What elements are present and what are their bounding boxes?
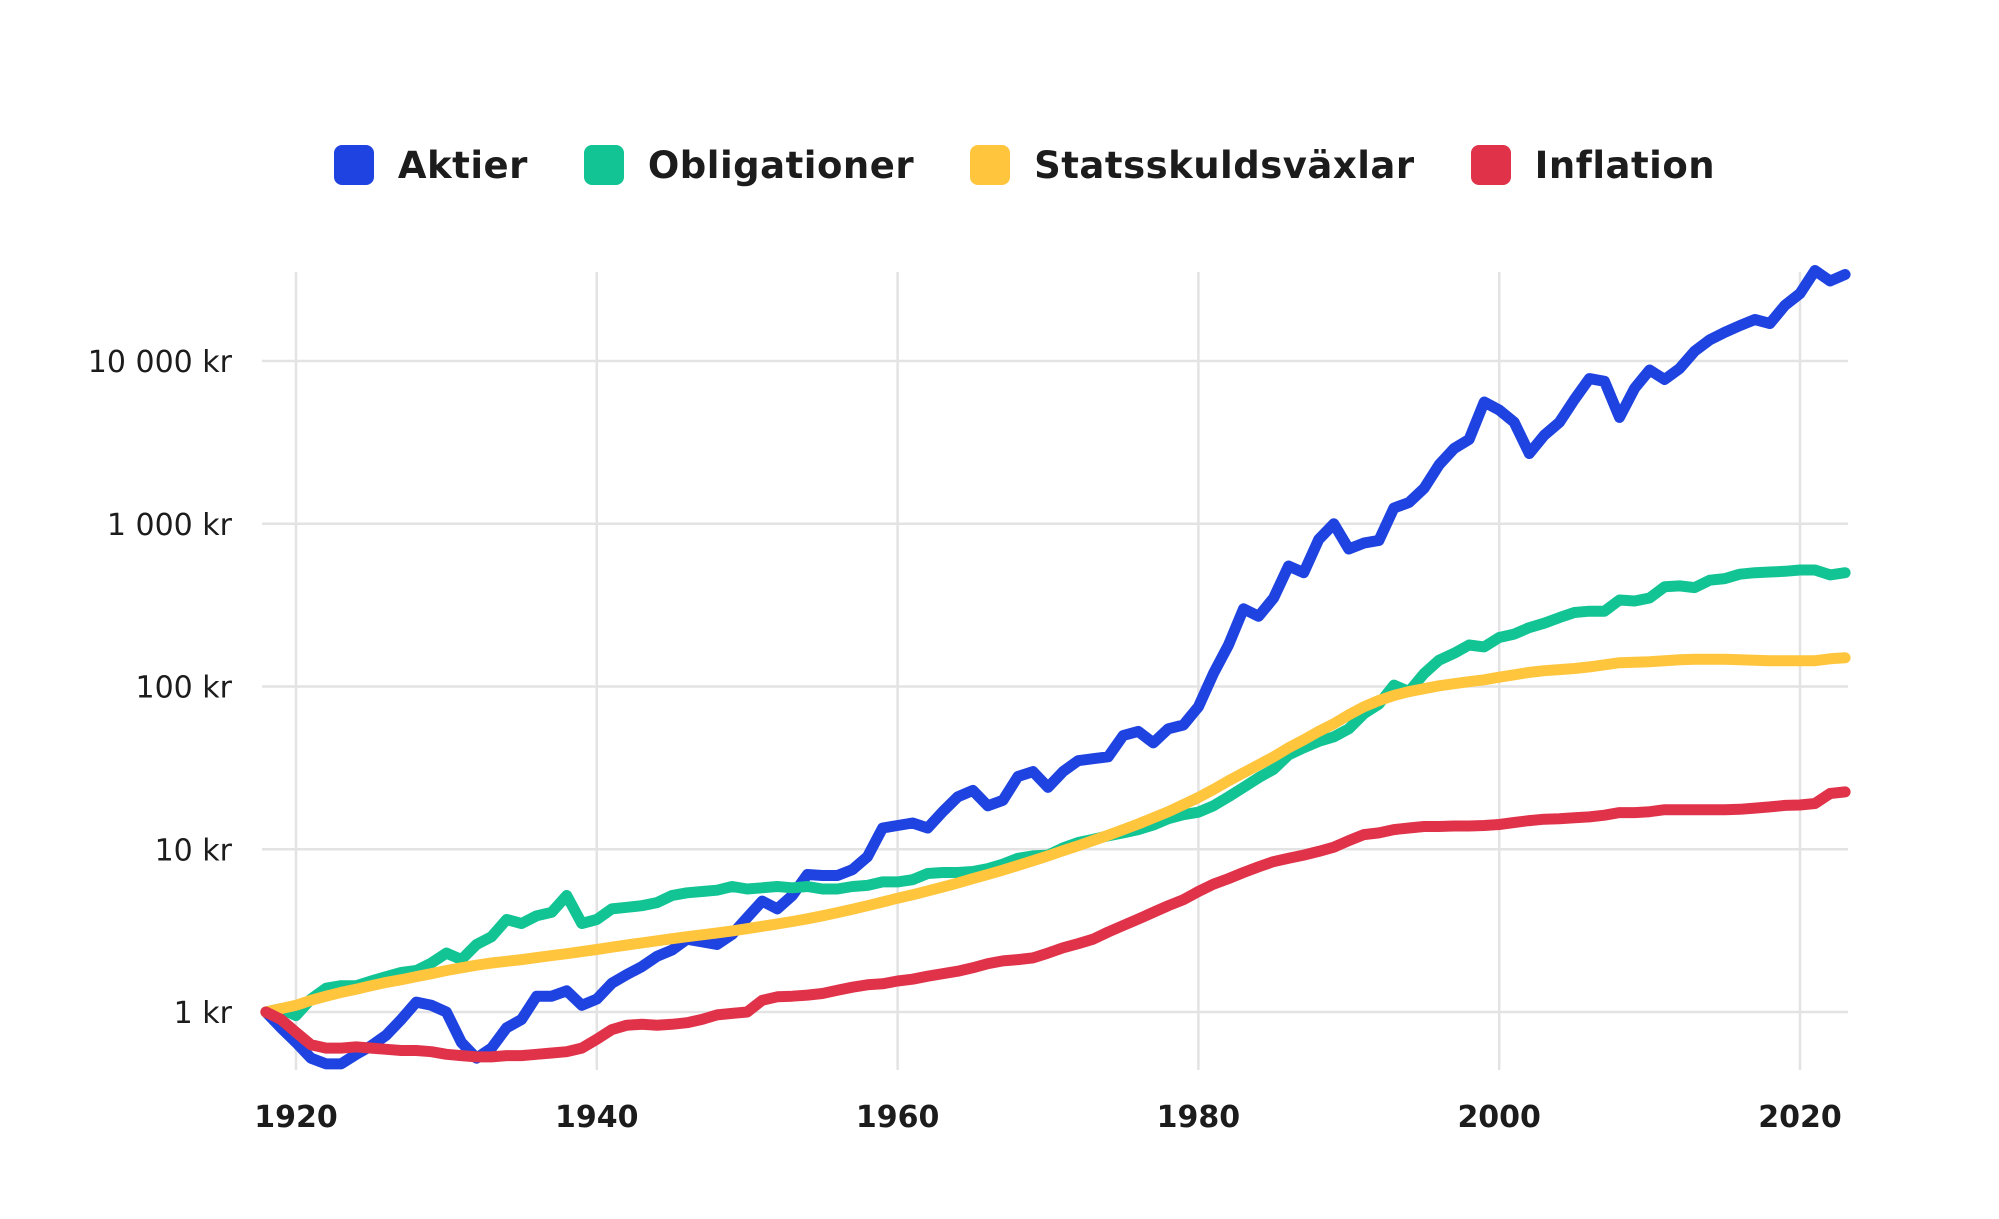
y-gridlines bbox=[262, 359, 1848, 1014]
series-line-aktier[interactable] bbox=[260, 265, 1851, 1070]
y-tick-label: 100 kr bbox=[135, 671, 232, 706]
legend: Aktier Obligationer Statsskuldsväxlar In… bbox=[0, 135, 1999, 195]
x-tick-label: 1980 bbox=[1157, 1100, 1241, 1135]
legend-swatch-statsskuldsvaxlar bbox=[970, 145, 1011, 185]
y-tick-label: 1 kr bbox=[174, 996, 233, 1031]
legend-item-inflation[interactable]: Inflation bbox=[1470, 143, 1716, 187]
legend-swatch-inflation bbox=[1470, 145, 1511, 185]
y-tick-label: 10 000 kr bbox=[88, 345, 233, 380]
legend-swatch-obligationer bbox=[583, 145, 624, 185]
x-gridlines bbox=[294, 272, 1802, 1070]
series-lines bbox=[260, 265, 1851, 1070]
y-tick-label: 10 kr bbox=[155, 833, 233, 868]
legend-swatch-aktier bbox=[333, 145, 374, 185]
y-tick-label: 1 000 kr bbox=[107, 508, 233, 543]
x-tick-label: 1960 bbox=[856, 1100, 940, 1135]
legend-item-obligationer[interactable]: Obligationer bbox=[583, 143, 915, 187]
y-axis-tick-labels: 1 kr 10 kr 100 kr 1 000 kr 10 000 kr bbox=[88, 345, 233, 1031]
legend-label-inflation: Inflation bbox=[1534, 143, 1716, 187]
x-tick-label: 2000 bbox=[1457, 1100, 1541, 1135]
x-tick-label: 1940 bbox=[555, 1100, 639, 1135]
series-line-inflation[interactable] bbox=[260, 786, 1851, 1063]
x-tick-label: 1920 bbox=[254, 1100, 338, 1135]
legend-item-statsskuldsvaxlar[interactable]: Statsskuldsväxlar bbox=[970, 144, 1415, 187]
legend-item-aktier[interactable]: Aktier bbox=[333, 143, 528, 187]
x-axis-tick-labels: 1920 1940 1960 1980 2000 2020 bbox=[254, 1100, 1842, 1135]
x-tick-label: 2020 bbox=[1758, 1100, 1842, 1135]
legend-label-aktier: Aktier bbox=[397, 143, 528, 187]
legend-label-statsskuldsvaxlar: Statsskuldsväxlar bbox=[1034, 143, 1415, 187]
legend-label-obligationer: Obligationer bbox=[647, 143, 915, 187]
series-line-statsskuldsvaxlar[interactable] bbox=[260, 652, 1851, 1018]
